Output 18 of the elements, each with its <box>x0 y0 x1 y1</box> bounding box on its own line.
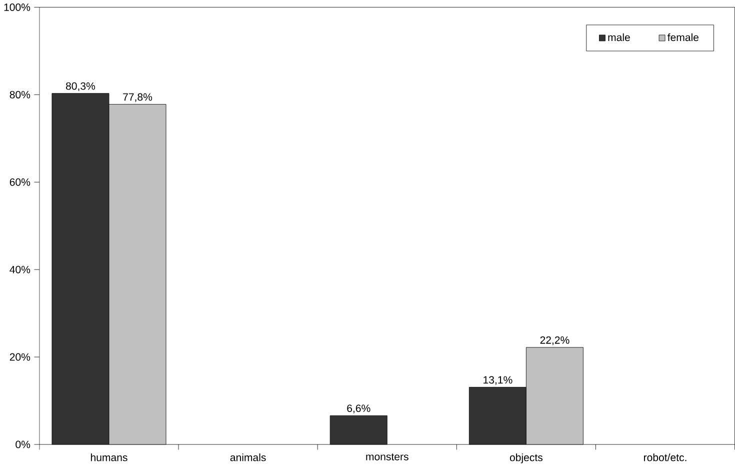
y-tick-label: 100% <box>4 4 30 12</box>
y-tick-label: 20% <box>10 353 30 361</box>
y-tick-label: 80% <box>10 91 30 99</box>
x-tick-label: objects <box>510 454 543 464</box>
x-tick-label: robot/etc. <box>644 454 686 462</box>
data-label: 13,1% <box>484 376 512 385</box>
y-tick-label: 40% <box>10 266 30 274</box>
x-tick-label: humans <box>90 454 128 462</box>
legend-label: female <box>668 33 698 42</box>
legend-label: male <box>608 33 630 42</box>
x-tick-label: monsters <box>366 454 408 460</box>
y-tick-label: 0% <box>16 440 30 448</box>
data-label: 77,8% <box>123 93 152 102</box>
x-tick-label: animals <box>230 454 266 462</box>
data-label: 6,6% <box>347 404 370 414</box>
data-label: 80,3% <box>66 82 96 92</box>
y-tick-label: 60% <box>10 178 30 186</box>
data-label: 22,2% <box>540 336 570 346</box>
